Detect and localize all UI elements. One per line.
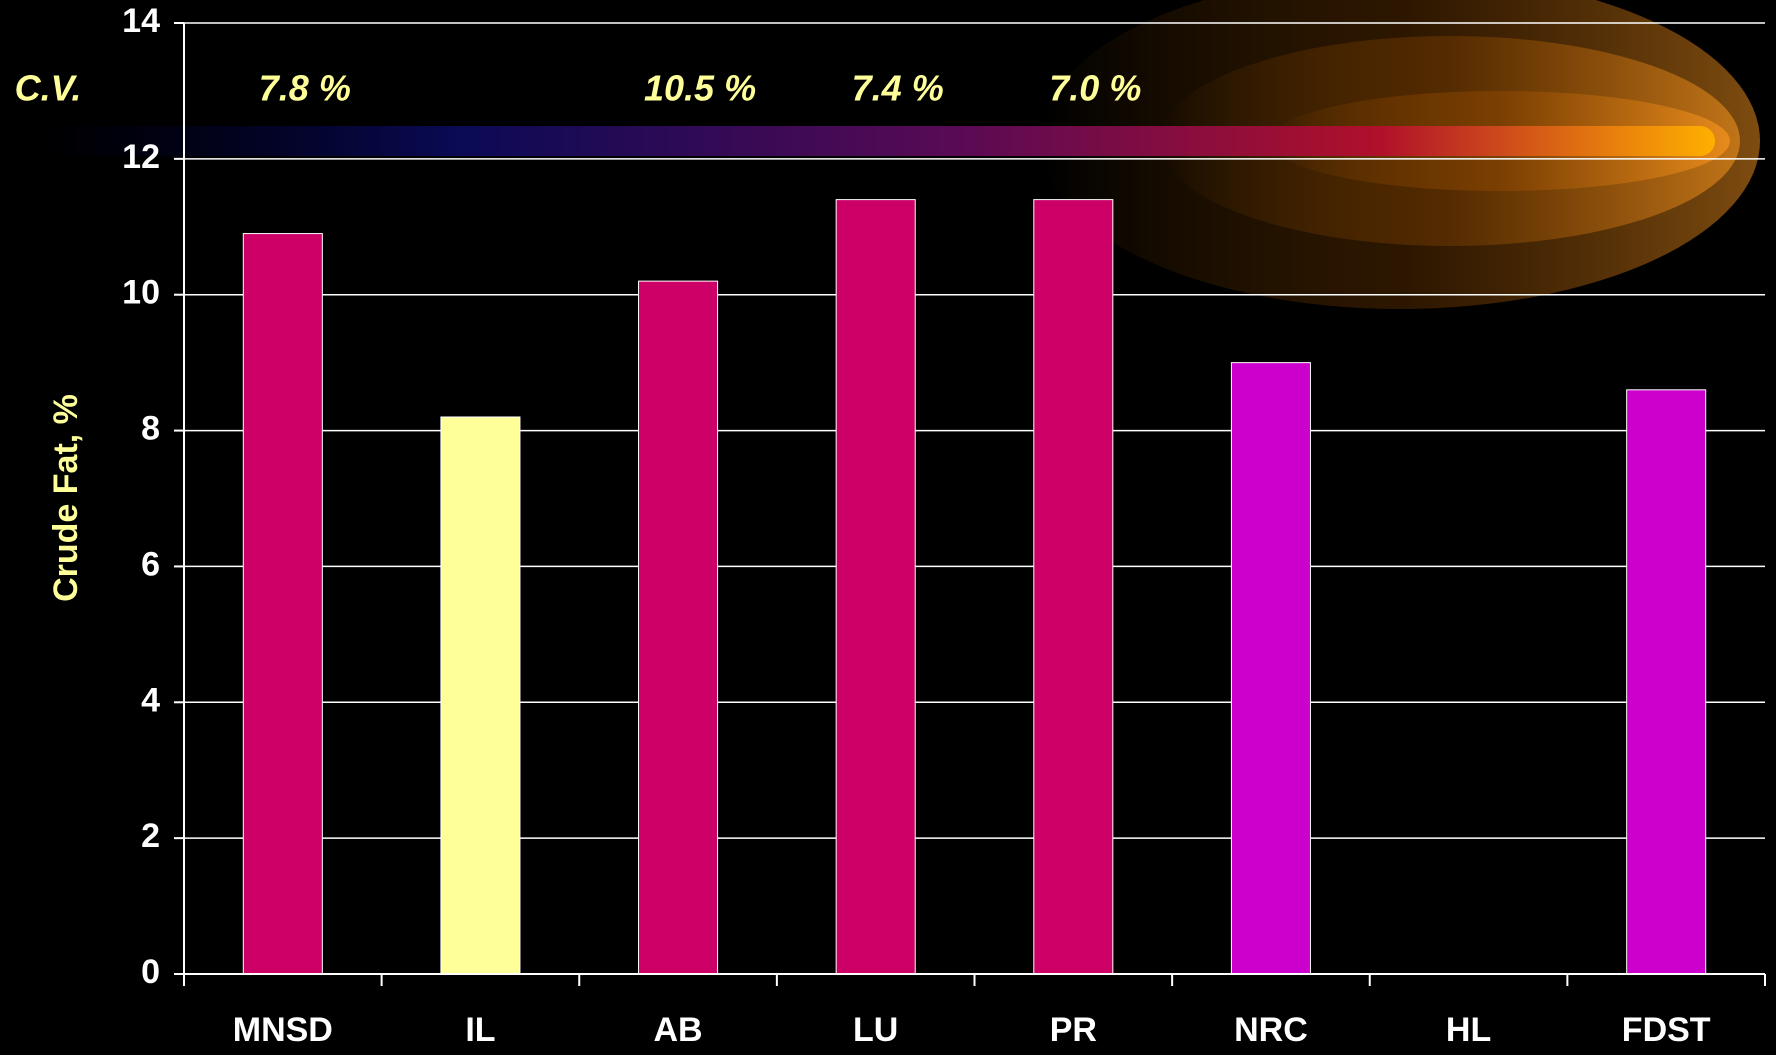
- bar: [440, 416, 521, 975]
- x-tick-label: NRC: [1234, 1011, 1308, 1049]
- comet-decoration: [40, 0, 1760, 309]
- y-tick-label: 0: [141, 953, 160, 991]
- y-tick-label: 12: [122, 138, 160, 176]
- x-tick-label: MNSD: [233, 1011, 333, 1049]
- x-tick-label: LU: [853, 1011, 898, 1049]
- cv-value: 7.8 %: [259, 68, 351, 109]
- y-axis-label: Crude Fat, %: [47, 394, 85, 602]
- bar: [1033, 199, 1114, 975]
- cv-value: 7.0 %: [1049, 68, 1141, 109]
- cv-value: 10.5 %: [644, 68, 756, 109]
- x-tick-label: FDST: [1622, 1011, 1711, 1049]
- y-tick-label: 6: [141, 545, 160, 583]
- y-tick-label: 10: [122, 274, 160, 312]
- bar: [242, 233, 323, 975]
- x-tick-label: HL: [1446, 1011, 1491, 1049]
- x-tick-label: AB: [654, 1011, 703, 1049]
- bar: [835, 199, 916, 975]
- cv-value: 7.4 %: [852, 68, 944, 109]
- y-tick-label: 14: [122, 2, 160, 40]
- y-tick-label: 8: [141, 410, 160, 448]
- x-tick-label: PR: [1050, 1011, 1097, 1049]
- cv-label: C.V.: [15, 68, 82, 109]
- y-tick-label: 4: [141, 681, 160, 719]
- y-tick-label: 2: [141, 817, 160, 855]
- x-tick-label: IL: [465, 1011, 495, 1049]
- bar: [638, 280, 719, 975]
- bar: [1230, 362, 1311, 975]
- bar: [1626, 389, 1707, 975]
